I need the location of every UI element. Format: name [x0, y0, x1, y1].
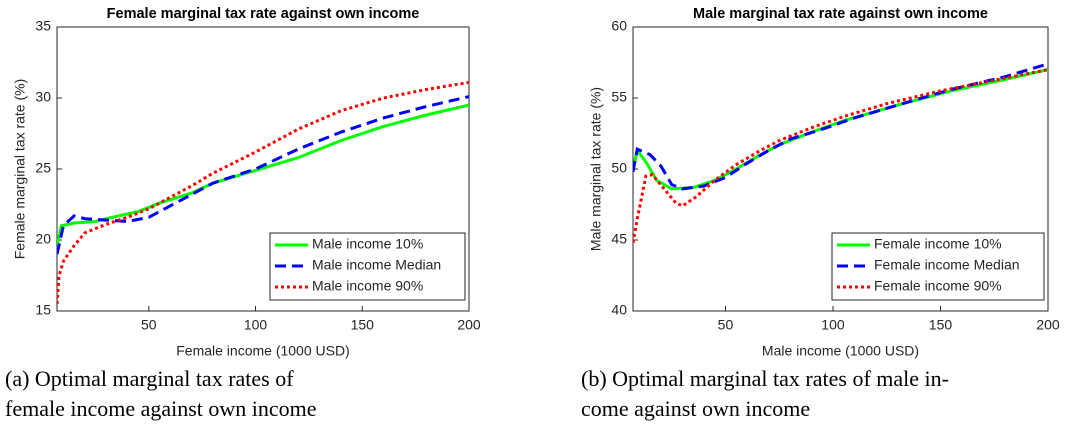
y-tick-label: 30	[35, 89, 51, 105]
y-tick-label: 15	[35, 302, 51, 318]
caption: come against own income	[581, 396, 810, 421]
chart-title: Female marginal tax rate against own inc…	[107, 6, 420, 22]
caption: (b) Optimal marginal tax rates of male i…	[581, 366, 949, 391]
series-line	[57, 80, 469, 305]
x-axis-label: Female income (1000 USD)	[176, 343, 350, 359]
y-axis-label: Female marginal tax rate (%)	[12, 79, 28, 260]
y-axis-label: Male marginal tax rate (%)	[588, 87, 604, 251]
chart: 40 45 50 55 60 50 100 150 200 Female income 10% Fe…	[588, 6, 1060, 359]
caption: female income against own income	[5, 396, 317, 421]
y-tick-label: 25	[35, 160, 51, 176]
legend-label: Female income 90%	[874, 278, 1002, 294]
legend-label: Male income 10%	[312, 236, 423, 252]
series-line	[57, 95, 469, 255]
x-tick-label: 100	[244, 317, 268, 333]
series-line	[633, 62, 1048, 191]
x-tick-label: 200	[457, 317, 481, 333]
x-tick-label: 50	[718, 317, 734, 333]
y-tick-label: 55	[611, 89, 627, 105]
chart-title: Male marginal tax rate against own incom…	[693, 6, 988, 22]
y-tick-label: 60	[611, 18, 627, 34]
caption: (a) Optimal marginal tax rates of	[5, 366, 294, 391]
series-line	[633, 68, 1048, 244]
legend-label: Male income 90%	[312, 278, 423, 294]
legend-label: Female income 10%	[874, 236, 1002, 252]
x-tick-label: 150	[929, 317, 953, 333]
y-tick-label: 40	[611, 302, 627, 318]
y-tick-label: 35	[35, 18, 51, 34]
x-axis-label: Male income (1000 USD)	[762, 343, 919, 359]
x-tick-label: 200	[1036, 317, 1060, 333]
legend-label: Male income Median	[312, 257, 441, 273]
x-tick-label: 100	[821, 317, 845, 333]
series-line	[57, 103, 469, 248]
y-tick-label: 20	[35, 231, 51, 247]
chart: 15 20 25 30 35 50 100 150 200 Male income 10% Male…	[12, 6, 481, 359]
x-tick-label: 50	[141, 317, 157, 333]
x-tick-label: 150	[351, 317, 375, 333]
legend-label: Female income Median	[874, 257, 1020, 273]
y-tick-label: 45	[611, 231, 627, 247]
y-tick-label: 50	[611, 160, 627, 176]
